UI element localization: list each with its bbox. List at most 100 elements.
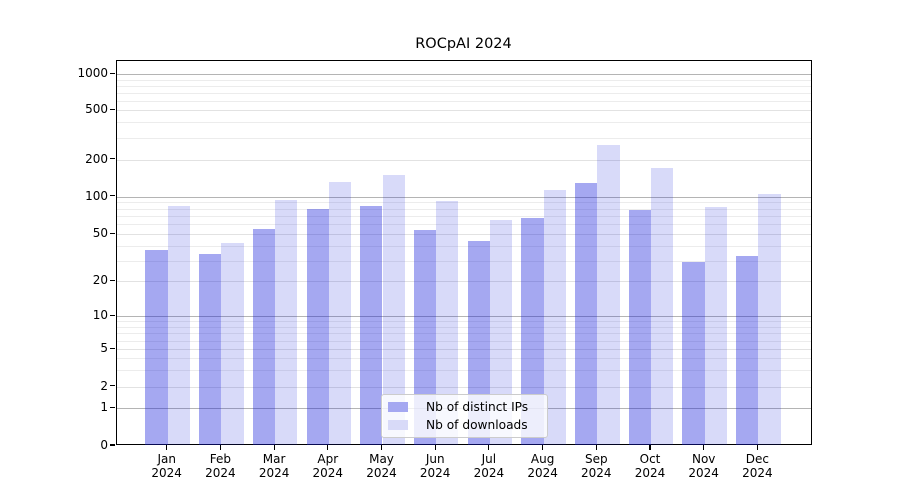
y-tick-label: 100	[85, 188, 108, 203]
x-tick-label: Jun 2024	[419, 452, 451, 480]
plot-area: Nb of distinct IPs Nb of downloads	[115, 59, 812, 445]
bar-downloads-sep	[597, 144, 620, 445]
bar-distinct-ips-may	[360, 205, 383, 445]
x-tick	[542, 445, 544, 450]
bar-downloads-oct	[651, 168, 674, 445]
bars-layer	[117, 61, 812, 445]
legend: Nb of distinct IPs Nb of downloads	[381, 394, 548, 438]
x-tick-label: May 2024	[366, 452, 397, 480]
y-tick-label: 50	[92, 226, 108, 241]
gridline	[116, 85, 811, 87]
gridline	[116, 110, 811, 112]
x-tick-label: Feb 2024	[205, 452, 236, 480]
legend-label-downloads: Nb of downloads	[426, 417, 528, 432]
gridline	[116, 224, 811, 226]
bar-distinct-ips-oct	[628, 210, 651, 445]
bar-distinct-ips-mar	[252, 229, 276, 445]
x-tick	[327, 445, 329, 450]
bar-distinct-ips-feb	[199, 254, 222, 445]
gridline	[116, 340, 811, 342]
bar-downloads-aug	[543, 190, 566, 445]
y-tick-label: 0	[100, 438, 108, 452]
bar-distinct-ips-apr	[306, 208, 329, 445]
bar-downloads-jul	[489, 220, 513, 445]
x-tick	[380, 445, 383, 450]
bar-downloads-mar	[275, 200, 298, 445]
gridline	[116, 260, 811, 262]
gridline	[116, 316, 811, 318]
x-tick	[434, 445, 436, 450]
legend-item-distinct-ips: Nb of distinct IPs	[388, 400, 541, 414]
bar-distinct-ips-nov	[682, 262, 705, 445]
y-tick	[110, 72, 115, 74]
gridline	[116, 137, 811, 139]
gridline	[116, 92, 811, 94]
y-tick-label: 2	[100, 378, 108, 393]
chart-title: ROCpAI 2024	[415, 36, 512, 52]
gridline	[116, 358, 811, 360]
x-tick	[756, 445, 758, 450]
x-tick	[595, 445, 597, 450]
bar-downloads-dec	[758, 194, 781, 445]
x-tick-label: Sep 2024	[581, 452, 612, 480]
y-tick-label: 200	[85, 151, 108, 166]
y-tick	[110, 347, 115, 349]
bar-downloads-jun	[436, 201, 459, 445]
bar-downloads-may	[382, 175, 405, 445]
y-tick	[110, 279, 115, 281]
gridline	[116, 159, 811, 161]
bar-downloads-jan	[167, 205, 190, 445]
y-tick	[110, 232, 115, 234]
bar-downloads-apr	[328, 181, 352, 445]
x-tick	[703, 445, 705, 450]
y-tick-label: 20	[92, 273, 108, 288]
gridline	[116, 202, 811, 204]
bar-distinct-ips-aug	[521, 217, 544, 445]
y-tick-label: 500	[85, 102, 108, 117]
x-tick	[219, 445, 221, 450]
y-tick	[110, 406, 115, 408]
y-tick	[110, 314, 115, 316]
y-tick-label: 1	[100, 400, 108, 415]
gridline	[116, 349, 811, 351]
gridline	[116, 234, 811, 236]
gridline	[116, 100, 811, 102]
x-tick-label: Jan 2024	[151, 452, 182, 480]
x-tick	[488, 445, 490, 450]
y-tick-label: 1000	[77, 66, 108, 81]
x-tick	[273, 445, 275, 450]
x-tick-label: Aug 2024	[527, 452, 558, 480]
gridline	[116, 333, 811, 335]
x-tick	[166, 445, 168, 450]
gridline	[116, 196, 811, 198]
legend-item-downloads: Nb of downloads	[388, 418, 541, 432]
bar-distinct-ips-jul	[467, 240, 490, 445]
x-tick-label: Apr 2024	[312, 452, 344, 480]
x-tick	[649, 445, 651, 450]
gridline	[116, 245, 811, 247]
x-tick-label: Jul 2024	[473, 452, 505, 480]
gridline	[116, 321, 811, 323]
legend-swatch-downloads	[388, 419, 408, 430]
bar-downloads-feb	[221, 243, 244, 445]
x-tick-label: Oct 2024	[634, 452, 666, 480]
gridline	[116, 74, 811, 76]
y-tick	[110, 195, 115, 197]
bar-distinct-ips-sep	[575, 182, 598, 445]
bar-distinct-ips-jun	[413, 230, 437, 445]
gridline	[116, 122, 811, 124]
bar-distinct-ips-jan	[145, 249, 168, 445]
gridline	[116, 79, 811, 81]
gridline	[116, 326, 811, 328]
y-tick	[110, 444, 115, 446]
x-tick-label: Dec 2024	[742, 452, 773, 480]
bar-distinct-ips-dec	[736, 255, 759, 445]
gridline	[116, 370, 811, 372]
x-tick-label: Mar 2024	[258, 452, 290, 480]
gridline	[116, 386, 811, 388]
y-tick	[110, 385, 115, 387]
x-tick-label: Nov 2024	[688, 452, 719, 480]
y-tick	[110, 108, 115, 110]
